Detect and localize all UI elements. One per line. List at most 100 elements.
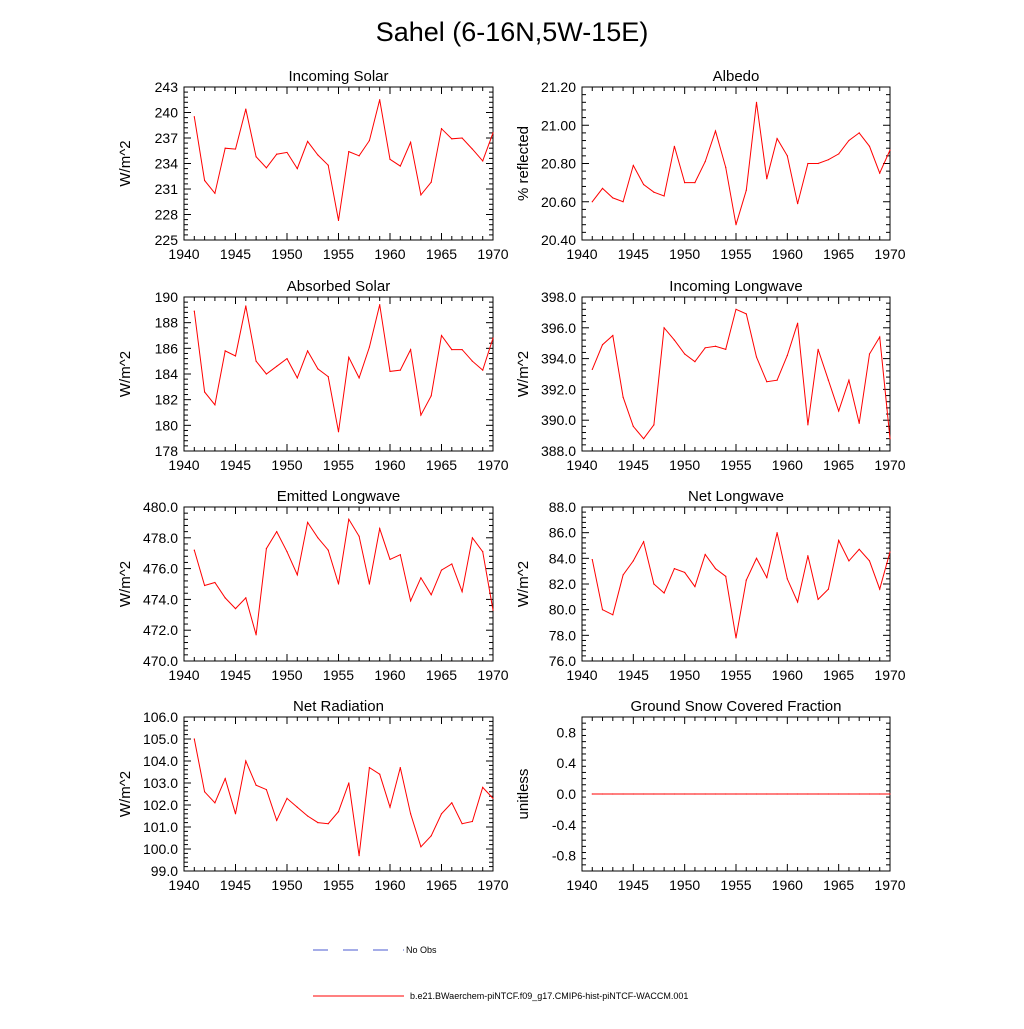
y-axis-label: % reflected	[515, 126, 532, 201]
data-point	[451, 349, 453, 351]
data-point	[838, 793, 840, 795]
data-point	[492, 797, 494, 800]
data-point	[684, 793, 686, 795]
data-point	[663, 793, 665, 795]
data-point	[714, 793, 717, 795]
x-tick-label: 1950	[669, 667, 700, 683]
y-tick-label: 84.0	[549, 550, 576, 566]
data-point	[889, 438, 891, 440]
x-tick-label: 1950	[271, 877, 302, 893]
y-tick-label: 104.0	[143, 753, 178, 769]
y-tick-label: 0.0	[557, 786, 577, 802]
data-point	[673, 793, 676, 795]
y-tick-label: 476.0	[143, 561, 178, 577]
y-axis-label: W/m^2	[117, 561, 134, 607]
data-point	[399, 767, 401, 769]
data-point	[193, 738, 195, 740]
data-point	[868, 560, 871, 562]
data-point	[348, 782, 350, 784]
data-point	[704, 160, 706, 163]
data-point	[643, 793, 645, 795]
x-tick-label: 1945	[220, 457, 251, 473]
data-point	[317, 154, 319, 156]
y-tick-label: -0.4	[552, 817, 576, 833]
data-point	[368, 767, 370, 769]
data-point	[879, 588, 881, 590]
data-point	[379, 773, 381, 775]
panel-title: Incoming Solar	[288, 68, 388, 85]
data-point	[786, 354, 788, 357]
data-point	[245, 305, 247, 307]
data-point	[255, 360, 257, 362]
data-point	[776, 379, 778, 381]
data-point	[286, 797, 288, 800]
legend-label-no-obs: No Obs	[406, 945, 437, 955]
data-point	[786, 578, 788, 580]
y-axis-label: unitless	[515, 769, 532, 820]
data-point	[379, 304, 381, 306]
data-point	[807, 162, 809, 165]
y-tick-label: 392.0	[541, 381, 576, 397]
data-point	[276, 819, 278, 822]
data-point	[745, 189, 747, 191]
data-point	[234, 813, 237, 815]
x-tick-label: 1950	[669, 246, 700, 262]
y-tick-label: 21.20	[541, 79, 576, 95]
data-point	[214, 802, 216, 804]
data-point	[482, 160, 484, 162]
data-point	[286, 151, 288, 154]
data-point	[807, 424, 809, 426]
data-point	[358, 155, 360, 157]
series-line	[193, 517, 494, 635]
data-point	[410, 349, 412, 351]
data-point	[663, 592, 665, 594]
data-point	[632, 164, 634, 167]
data-point	[296, 806, 298, 808]
data-point	[643, 183, 645, 186]
data-point	[451, 138, 453, 140]
x-tick-label: 1965	[426, 246, 457, 262]
y-tick-label: 472.0	[143, 622, 178, 638]
data-point	[307, 350, 309, 352]
data-point	[420, 194, 422, 196]
x-tick-label: 1950	[271, 667, 302, 683]
panel-title: Net Radiation	[293, 698, 384, 715]
x-tick-label: 1960	[772, 667, 803, 683]
data-point	[286, 358, 288, 360]
data-point	[591, 201, 593, 203]
data-point	[704, 553, 706, 556]
data-point	[224, 350, 226, 352]
data-point	[612, 793, 614, 795]
data-point	[307, 140, 309, 142]
x-tick-label: 1955	[323, 457, 354, 473]
series-line	[193, 738, 494, 856]
data-point	[827, 793, 830, 795]
y-tick-label: 106.0	[143, 709, 178, 725]
series-line	[591, 102, 891, 225]
data-point	[622, 574, 624, 576]
panel-title: Incoming Longwave	[669, 278, 802, 295]
data-point	[714, 345, 717, 347]
data-point	[430, 181, 432, 183]
data-point	[725, 166, 727, 168]
data-point	[234, 608, 237, 610]
x-tick-label: 1965	[823, 457, 854, 473]
x-tick-label: 1965	[823, 246, 854, 262]
data-point	[879, 793, 881, 795]
data-point	[337, 811, 340, 813]
panel-albedo: Albedo 1940 1945 1950 1955 1960 1965 1970 20.40 2…	[515, 68, 906, 262]
data-point	[337, 583, 340, 585]
data-point	[673, 568, 676, 570]
panel-title: Net Longwave	[688, 488, 784, 505]
data-point	[430, 395, 432, 397]
data-point	[653, 424, 655, 426]
x-tick-label: 1955	[720, 457, 751, 473]
data-point	[482, 551, 484, 553]
data-point	[255, 634, 257, 636]
data-point	[389, 806, 391, 808]
y-tick-label: 20.60	[541, 194, 576, 210]
x-tick-label: 1940	[566, 667, 597, 683]
x-tick-label: 1945	[618, 877, 649, 893]
y-tick-label: 228	[155, 207, 179, 223]
y-tick-label: 102.0	[143, 797, 178, 813]
